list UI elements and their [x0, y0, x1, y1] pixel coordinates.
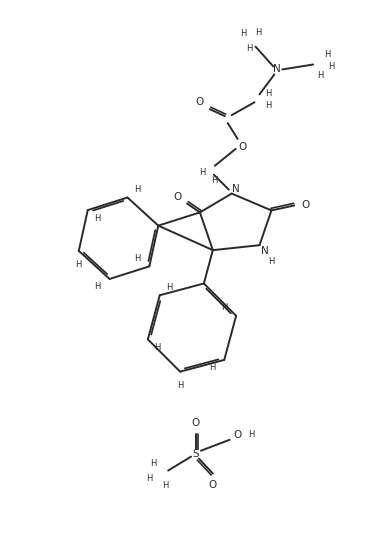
Text: S: S — [193, 448, 199, 459]
Text: H: H — [209, 364, 216, 372]
Text: H: H — [324, 50, 330, 59]
Text: O: O — [234, 430, 242, 440]
Text: H: H — [265, 101, 272, 110]
Text: H: H — [134, 254, 141, 263]
Text: H: H — [268, 256, 275, 266]
Text: O: O — [301, 201, 309, 210]
Text: H: H — [95, 214, 101, 222]
Text: H: H — [199, 168, 205, 177]
Text: H: H — [134, 185, 141, 194]
Text: H: H — [317, 71, 323, 80]
Text: H: H — [255, 28, 262, 37]
Text: H: H — [167, 283, 173, 292]
Text: O: O — [173, 192, 181, 202]
Text: O: O — [192, 418, 200, 428]
Text: H: H — [248, 430, 255, 439]
Text: H: H — [150, 459, 157, 468]
Text: H: H — [328, 62, 334, 71]
Text: H: H — [162, 481, 169, 490]
Text: H: H — [146, 474, 152, 483]
Text: O: O — [209, 480, 217, 491]
Text: H: H — [211, 176, 217, 185]
Text: H: H — [95, 282, 101, 292]
Text: H: H — [155, 343, 161, 352]
Text: O: O — [196, 97, 204, 107]
Text: H: H — [246, 44, 253, 53]
Text: O: O — [239, 142, 247, 152]
Text: H: H — [75, 260, 82, 269]
Text: N: N — [232, 183, 239, 194]
Text: N: N — [260, 246, 268, 256]
Text: H: H — [221, 304, 228, 312]
Text: N: N — [273, 64, 281, 75]
Text: H: H — [265, 89, 272, 98]
Text: H: H — [241, 29, 247, 38]
Text: H: H — [177, 381, 183, 390]
